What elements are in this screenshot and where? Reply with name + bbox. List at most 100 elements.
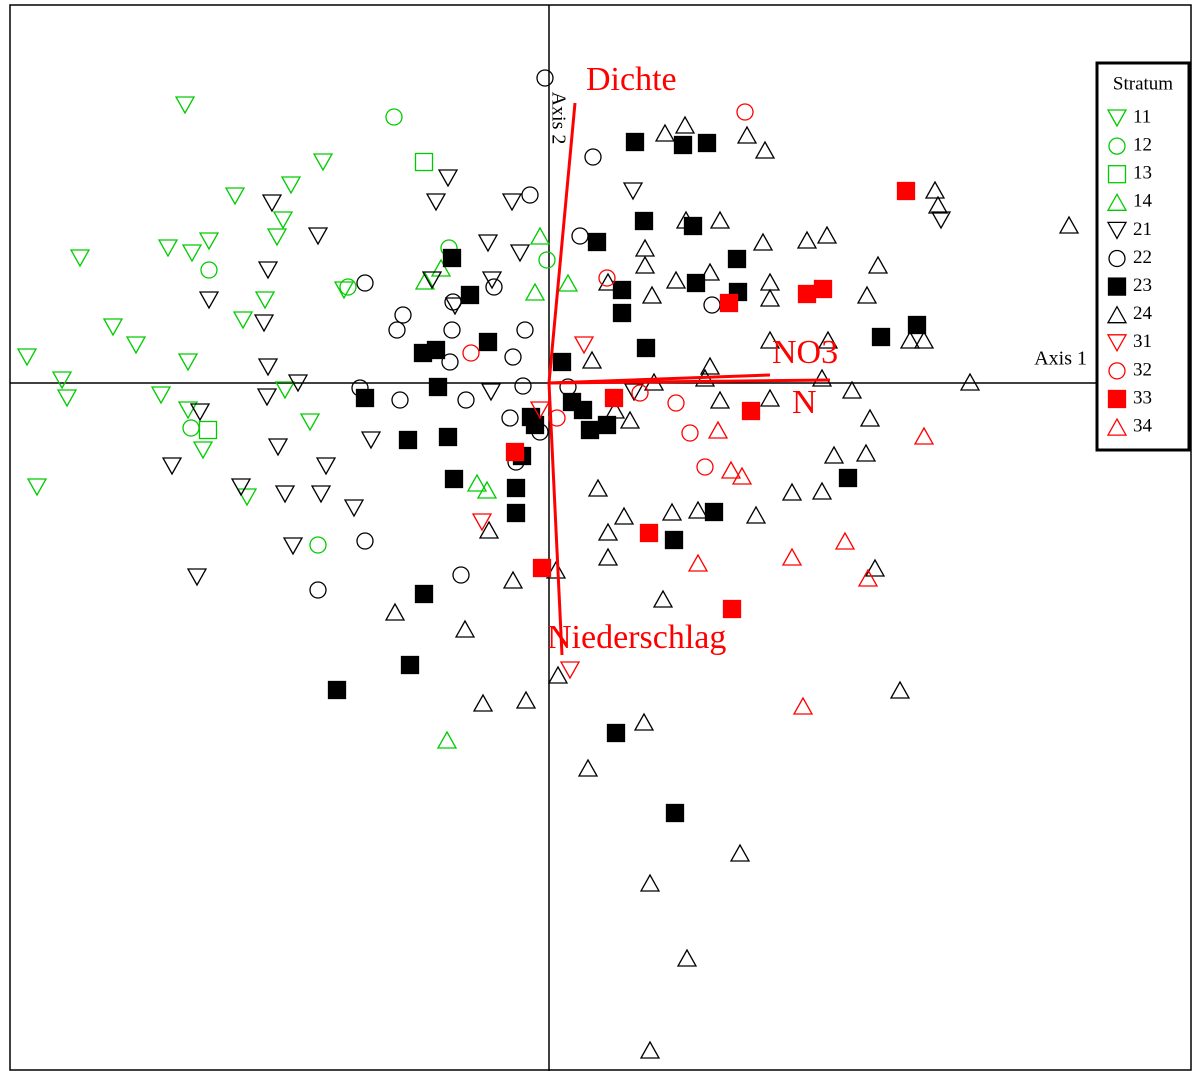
point bbox=[597, 547, 619, 566]
point bbox=[388, 321, 406, 339]
point bbox=[529, 226, 551, 245]
point bbox=[707, 420, 729, 439]
point bbox=[309, 536, 327, 554]
point bbox=[444, 469, 464, 489]
point bbox=[855, 443, 877, 462]
points bbox=[16, 69, 1080, 1059]
point bbox=[552, 352, 572, 372]
point bbox=[150, 386, 172, 405]
legend-marker bbox=[1106, 221, 1128, 240]
point bbox=[811, 481, 833, 500]
point bbox=[477, 234, 499, 253]
point bbox=[597, 522, 619, 541]
point bbox=[681, 424, 699, 442]
legend-label: 22 bbox=[1133, 247, 1152, 268]
point bbox=[102, 318, 124, 337]
point bbox=[441, 353, 459, 371]
point bbox=[639, 523, 659, 543]
point bbox=[161, 457, 183, 476]
legend: Stratum 11 12 13 14 21 22 23 24 31 32 33 34 bbox=[1095, 61, 1191, 452]
point bbox=[581, 350, 603, 369]
point bbox=[759, 288, 781, 307]
point bbox=[385, 108, 403, 126]
point bbox=[186, 568, 208, 587]
point bbox=[310, 485, 332, 504]
point bbox=[722, 599, 742, 619]
point bbox=[781, 482, 803, 501]
point bbox=[182, 419, 200, 437]
point bbox=[927, 195, 949, 214]
point bbox=[606, 723, 626, 743]
legend-label: 31 bbox=[1133, 331, 1152, 352]
point bbox=[414, 152, 434, 172]
legend-label: 11 bbox=[1133, 106, 1151, 127]
point bbox=[442, 248, 462, 268]
point bbox=[709, 390, 731, 409]
point bbox=[597, 272, 619, 291]
point bbox=[443, 321, 461, 339]
point bbox=[514, 377, 532, 395]
point bbox=[261, 194, 283, 213]
point bbox=[924, 180, 946, 199]
point bbox=[813, 279, 833, 299]
point bbox=[198, 420, 218, 440]
point bbox=[696, 458, 714, 476]
point bbox=[759, 330, 781, 349]
legend-label: 12 bbox=[1133, 134, 1152, 155]
point bbox=[327, 680, 347, 700]
point bbox=[639, 873, 661, 892]
point bbox=[634, 211, 654, 231]
point bbox=[639, 1040, 661, 1059]
point bbox=[683, 216, 703, 236]
point bbox=[312, 153, 334, 172]
vector bbox=[548, 378, 831, 385]
point bbox=[636, 338, 656, 358]
point bbox=[699, 262, 721, 281]
point bbox=[516, 321, 534, 339]
point bbox=[665, 270, 687, 289]
point bbox=[796, 230, 818, 249]
point bbox=[587, 478, 609, 497]
point bbox=[457, 391, 475, 409]
legend-label: 23 bbox=[1133, 275, 1152, 296]
point bbox=[287, 374, 309, 393]
point bbox=[521, 186, 539, 204]
point bbox=[478, 520, 500, 539]
point bbox=[157, 239, 179, 258]
point bbox=[436, 730, 458, 749]
point bbox=[236, 488, 258, 507]
point bbox=[480, 383, 502, 402]
point bbox=[504, 348, 522, 366]
point bbox=[719, 293, 739, 313]
point bbox=[478, 332, 498, 352]
point bbox=[859, 408, 881, 427]
point bbox=[545, 560, 567, 579]
point bbox=[676, 948, 698, 967]
point bbox=[394, 306, 412, 324]
point bbox=[391, 391, 409, 409]
point bbox=[792, 696, 814, 715]
point bbox=[759, 272, 781, 291]
point bbox=[571, 227, 589, 245]
point bbox=[622, 182, 644, 201]
legend-marker bbox=[1106, 109, 1128, 128]
legend-label: 24 bbox=[1133, 303, 1153, 324]
point bbox=[634, 255, 656, 274]
point bbox=[26, 478, 48, 497]
point bbox=[230, 478, 252, 497]
point bbox=[438, 427, 458, 447]
point bbox=[538, 251, 556, 269]
legend-label: 21 bbox=[1133, 219, 1152, 240]
point bbox=[274, 485, 296, 504]
point bbox=[307, 227, 329, 246]
point bbox=[697, 133, 717, 153]
point bbox=[254, 291, 276, 310]
point bbox=[384, 602, 406, 621]
point bbox=[587, 232, 607, 252]
point bbox=[899, 330, 921, 349]
point bbox=[664, 530, 684, 550]
point bbox=[727, 249, 747, 269]
point bbox=[315, 457, 337, 476]
point bbox=[452, 566, 470, 584]
y-axis-label: Axis 2 bbox=[547, 92, 569, 145]
